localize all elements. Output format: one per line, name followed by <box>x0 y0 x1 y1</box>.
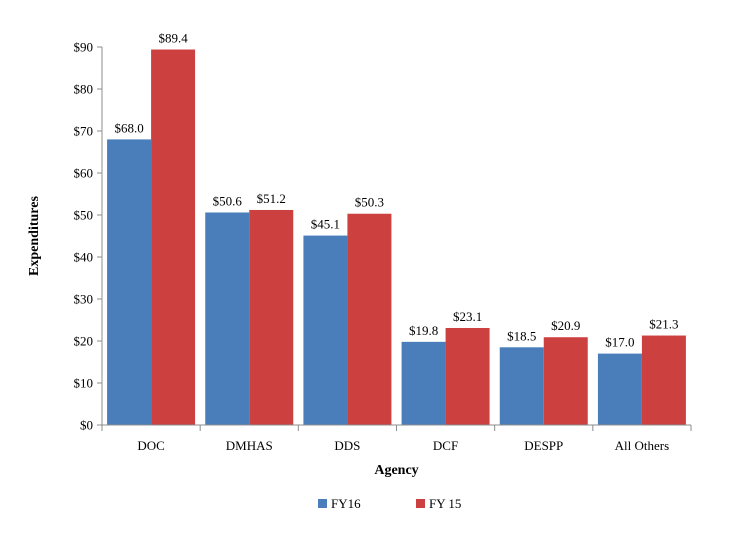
y-tick-label: $90 <box>74 40 94 55</box>
data-label: $19.8 <box>409 323 438 338</box>
legend-item-fy16: FY16 <box>318 496 361 511</box>
x-tick-label: All Others <box>615 438 670 453</box>
data-label: $68.0 <box>114 120 143 135</box>
x-tick-label: DOC <box>137 438 164 453</box>
data-label: $50.3 <box>355 195 384 210</box>
y-tick-label: $80 <box>74 82 94 97</box>
y-axis-title: Expenditures <box>27 196 42 276</box>
data-label: $50.6 <box>213 193 243 208</box>
legend-item-fy15: FY 15 <box>416 496 461 511</box>
y-tick-label: $70 <box>74 124 94 139</box>
data-label: $17.0 <box>605 335 634 350</box>
bars: $68.0 $89.4 $50.6 $51.2 $45.1 $50.3 $19.8 $23.1… <box>107 31 686 426</box>
y-axis: $0 $10 $20 $30 $40 $50 $60 $70 $80 $90 <box>74 40 103 433</box>
y-tick-label: $60 <box>74 166 94 181</box>
x-tick-label: DDS <box>334 438 360 453</box>
bar-fy15 <box>347 213 392 425</box>
legend-swatch <box>416 499 425 508</box>
bar-fy16 <box>597 353 642 425</box>
data-label: $89.4 <box>158 31 188 46</box>
bar-fy16 <box>303 235 348 425</box>
data-label: $20.9 <box>551 318 580 333</box>
y-tick-label: $20 <box>74 334 94 349</box>
bar-fy15 <box>543 337 588 425</box>
x-tick-label: DMHAS <box>226 438 273 453</box>
bar-fy16 <box>499 347 544 425</box>
x-tick-label: DCF <box>433 438 458 453</box>
data-label: $21.3 <box>649 317 678 332</box>
data-label: $51.2 <box>257 191 286 206</box>
y-tick-label: $0 <box>80 418 93 433</box>
x-tick-label: DESPP <box>524 438 563 453</box>
legend-swatch <box>318 499 327 508</box>
legend-label: FY 15 <box>429 496 461 511</box>
bar-fy16 <box>401 341 446 425</box>
bar-fy15 <box>641 335 686 425</box>
bar-fy15 <box>151 49 196 426</box>
legend-label: FY16 <box>331 496 361 511</box>
bar-fy16 <box>107 139 152 425</box>
y-tick-label: $50 <box>74 208 94 223</box>
x-axis: DOC DMHAS DDS DCF DESPP All Others <box>101 424 692 453</box>
data-label: $23.1 <box>453 309 482 324</box>
bar-fy15 <box>445 327 490 425</box>
legend: FY16 FY 15 <box>318 496 461 511</box>
bar-fy16 <box>205 212 250 425</box>
x-axis-title: Agency <box>374 463 418 478</box>
y-tick-label: $30 <box>74 292 94 307</box>
bar-fy15 <box>249 209 294 425</box>
data-label: $18.5 <box>507 328 536 343</box>
y-tick-label: $10 <box>74 376 94 391</box>
y-tick-label: $40 <box>74 250 94 265</box>
data-label: $45.1 <box>311 217 340 232</box>
